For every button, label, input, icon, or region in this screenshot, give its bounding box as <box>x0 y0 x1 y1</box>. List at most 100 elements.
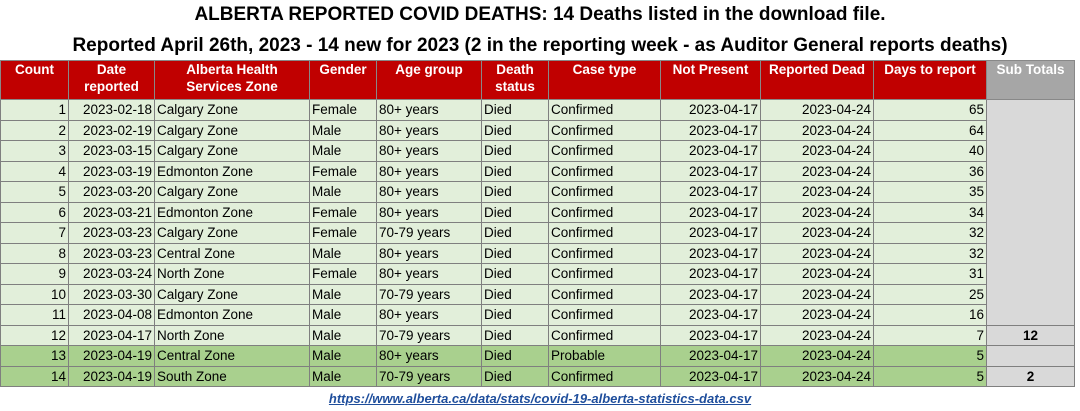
cell-status: Died <box>481 283 549 305</box>
cell-age: 80+ years <box>376 345 482 367</box>
cell-count: 4 <box>0 160 69 182</box>
cell-days: 40 <box>873 140 987 162</box>
cell-zone: Edmonton Zone <box>154 304 310 326</box>
cell-count: 10 <box>0 283 69 305</box>
cell-reported: 2023-04-24 <box>760 304 874 326</box>
table-row: 13 2023-04-19 Central Zone Male 80+ years Die… <box>0 345 1075 367</box>
cell-reported: 2023-04-24 <box>760 324 874 346</box>
cell-reported: 2023-04-24 <box>760 242 874 264</box>
header-days-to-report: Days to report <box>873 60 987 100</box>
cell-gender: Female <box>309 201 377 223</box>
source-link[interactable]: https://www.alberta.ca/data/stats/covid-… <box>328 391 752 406</box>
cell-status: Died <box>481 345 549 367</box>
cell-gender: Male <box>309 242 377 264</box>
cell-sub-total <box>986 120 1075 141</box>
cell-case: Probable <box>548 345 661 367</box>
cell-zone: Central Zone <box>154 242 310 264</box>
header-gender: Gender <box>309 60 377 100</box>
cell-case: Confirmed <box>548 365 661 387</box>
cell-gender: Male <box>309 283 377 305</box>
cell-date: 2023-03-30 <box>68 283 155 305</box>
cell-not-present: 2023-04-17 <box>660 263 761 285</box>
cell-days: 5 <box>873 345 987 367</box>
cell-age: 70-79 years <box>376 365 482 387</box>
cell-age: 80+ years <box>376 181 482 203</box>
table-row: 3 2023-03-15 Calgary Zone Male 80+ years Died… <box>0 140 1075 162</box>
cell-gender: Female <box>309 160 377 182</box>
cell-not-present: 2023-04-17 <box>660 324 761 346</box>
cell-date: 2023-02-18 <box>68 99 155 121</box>
cell-date: 2023-02-19 <box>68 119 155 141</box>
table-row: 4 2023-03-19 Edmonton Zone Female 80+ years D… <box>0 160 1075 182</box>
cell-case: Confirmed <box>548 119 661 141</box>
cell-case: Confirmed <box>548 201 661 223</box>
header-row: Count Date reported Alberta Health Servi… <box>0 60 1075 100</box>
header-age-group: Age group <box>376 60 482 100</box>
cell-age: 80+ years <box>376 140 482 162</box>
cell-days: 64 <box>873 119 987 141</box>
cell-not-present: 2023-04-17 <box>660 201 761 223</box>
cell-zone: North Zone <box>154 263 310 285</box>
cell-not-present: 2023-04-17 <box>660 119 761 141</box>
cell-sub-total <box>986 345 1075 366</box>
table-row: 10 2023-03-30 Calgary Zone Male 70-79 years D… <box>0 283 1075 305</box>
cell-reported: 2023-04-24 <box>760 222 874 244</box>
cell-status: Died <box>481 99 549 121</box>
cell-not-present: 2023-04-17 <box>660 365 761 387</box>
cell-zone: Central Zone <box>154 345 310 367</box>
cell-case: Confirmed <box>548 181 661 203</box>
cell-days: 25 <box>873 283 987 305</box>
cell-sub-total <box>986 284 1075 305</box>
cell-zone: Calgary Zone <box>154 222 310 244</box>
cell-case: Confirmed <box>548 304 661 326</box>
cell-date: 2023-03-23 <box>68 222 155 244</box>
table-row: 1 2023-02-18 Calgary Zone Female 80+ years Di… <box>0 99 1075 121</box>
cell-age: 70-79 years <box>376 324 482 346</box>
cell-days: 36 <box>873 160 987 182</box>
header-date-reported: Date reported <box>68 60 155 100</box>
cell-case: Confirmed <box>548 242 661 264</box>
table-row: 9 2023-03-24 North Zone Female 80+ years Died… <box>0 263 1075 285</box>
cell-status: Died <box>481 324 549 346</box>
cell-zone: North Zone <box>154 324 310 346</box>
cell-days: 16 <box>873 304 987 326</box>
cell-status: Died <box>481 242 549 264</box>
cell-date: 2023-03-19 <box>68 160 155 182</box>
cell-date: 2023-03-24 <box>68 263 155 285</box>
cell-zone: Calgary Zone <box>154 99 310 121</box>
cell-count: 8 <box>0 242 69 264</box>
cell-count: 11 <box>0 304 69 326</box>
cell-not-present: 2023-04-17 <box>660 345 761 367</box>
cell-days: 31 <box>873 263 987 285</box>
cell-days: 5 <box>873 365 987 387</box>
cell-case: Confirmed <box>548 324 661 346</box>
cell-not-present: 2023-04-17 <box>660 222 761 244</box>
cell-age: 80+ years <box>376 263 482 285</box>
header-not-present: Not Present <box>660 60 761 100</box>
cell-zone: Edmonton Zone <box>154 160 310 182</box>
cell-zone: Edmonton Zone <box>154 201 310 223</box>
cell-case: Confirmed <box>548 263 661 285</box>
cell-zone: South Zone <box>154 365 310 387</box>
page-subtitle: Reported April 26th, 2023 - 14 new for 2… <box>72 35 1008 56</box>
cell-not-present: 2023-04-17 <box>660 181 761 203</box>
cell-not-present: 2023-04-17 <box>660 304 761 326</box>
cell-status: Died <box>481 304 549 326</box>
cell-not-present: 2023-04-17 <box>660 160 761 182</box>
header-reported-dead: Reported Dead <box>760 60 874 100</box>
cell-not-present: 2023-04-17 <box>660 242 761 264</box>
cell-status: Died <box>481 119 549 141</box>
cell-gender: Male <box>309 345 377 367</box>
cell-days: 7 <box>873 324 987 346</box>
cell-age: 70-79 years <box>376 283 482 305</box>
cell-sub-total <box>986 140 1075 161</box>
cell-not-present: 2023-04-17 <box>660 140 761 162</box>
cell-status: Died <box>481 201 549 223</box>
table-row: 5 2023-03-20 Calgary Zone Male 80+ years Died… <box>0 181 1075 203</box>
cell-count: 7 <box>0 222 69 244</box>
cell-date: 2023-03-15 <box>68 140 155 162</box>
cell-status: Died <box>481 181 549 203</box>
cell-not-present: 2023-04-17 <box>660 99 761 121</box>
cell-count: 3 <box>0 140 69 162</box>
cell-case: Confirmed <box>548 160 661 182</box>
